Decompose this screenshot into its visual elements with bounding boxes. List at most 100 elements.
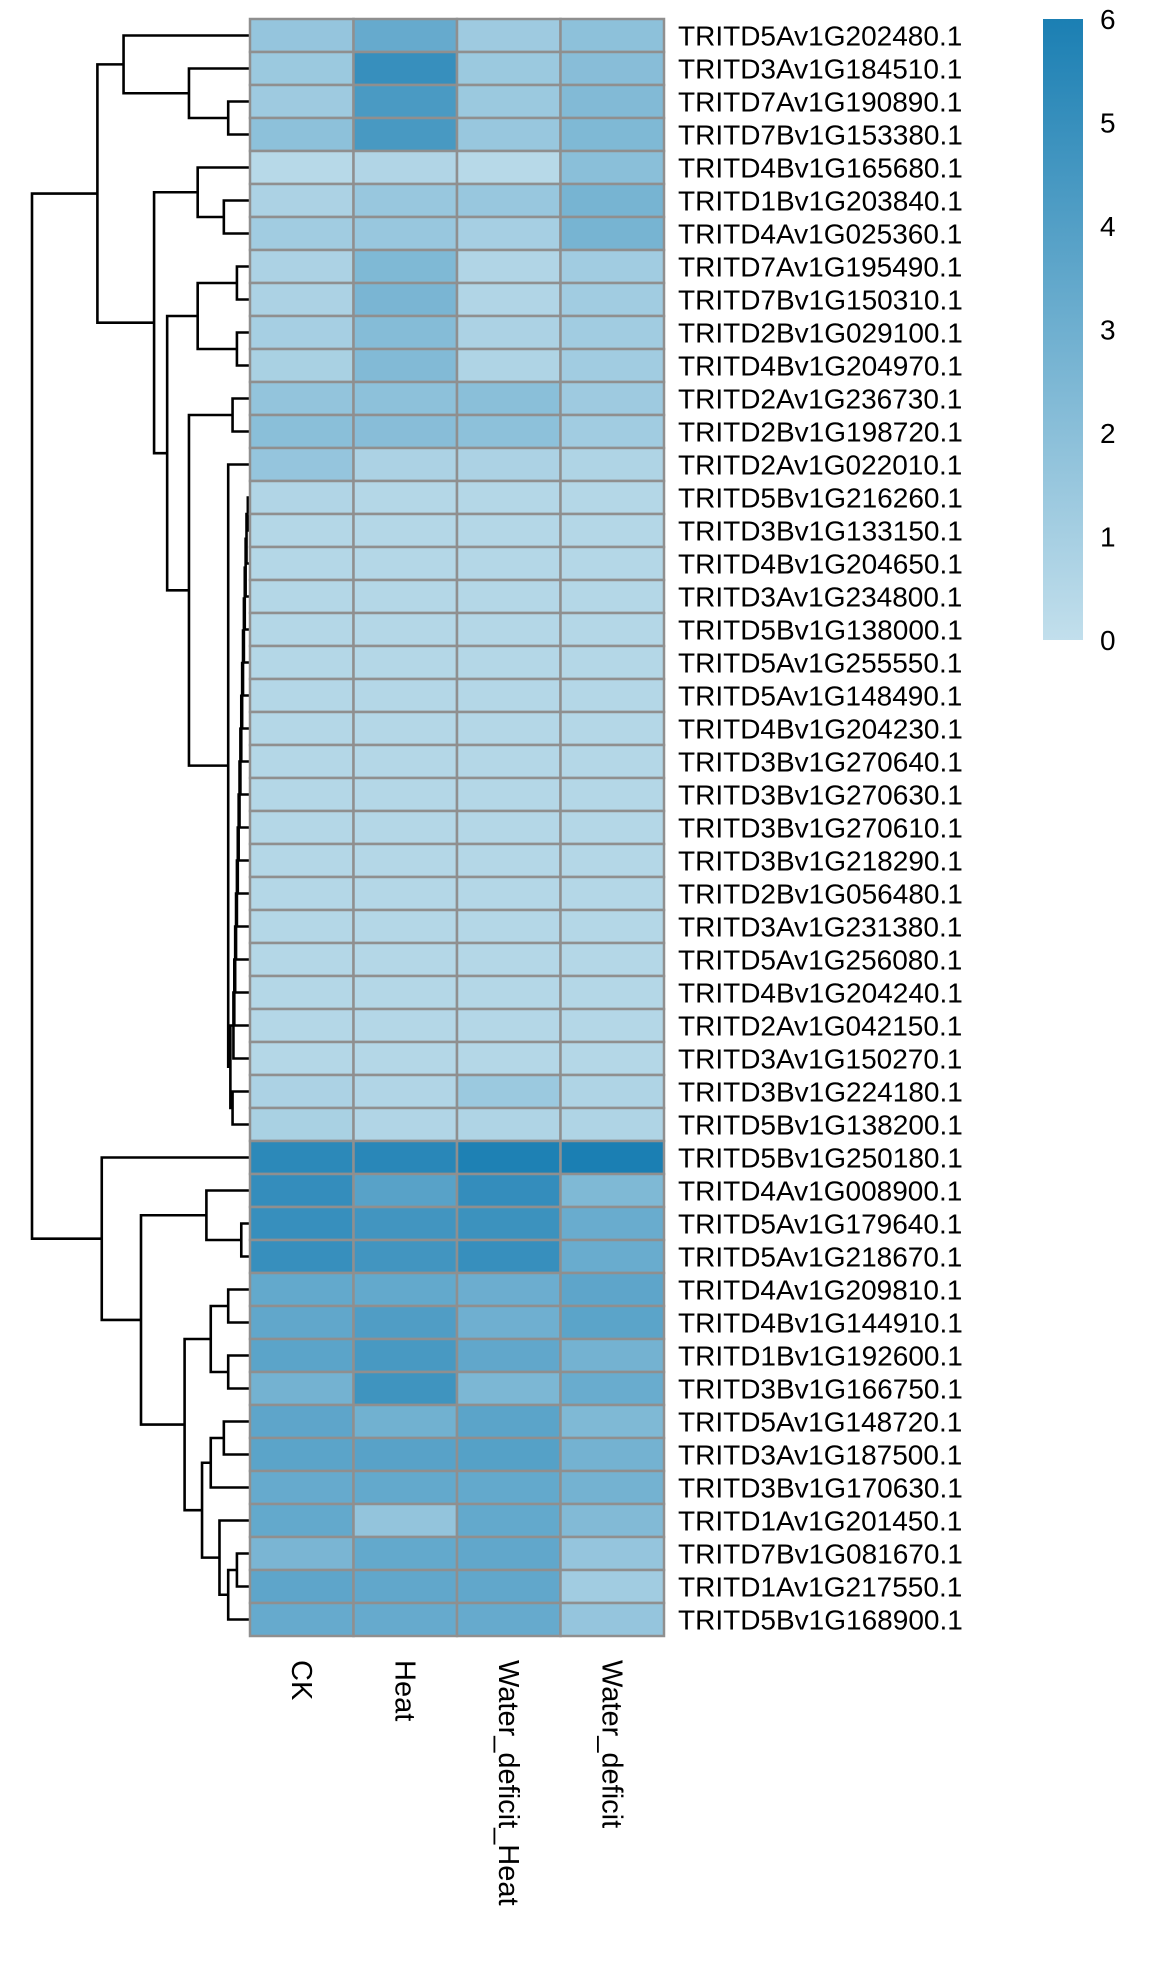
heatmap-cell [559,1535,666,1572]
heatmap-cell [455,1337,562,1374]
heatmap-cell [352,809,459,846]
heatmap-cell [559,611,666,648]
heatmap-cell [352,1469,459,1506]
column-label: Heat [388,1660,420,1721]
heatmap-cell [455,875,562,912]
heatmap-cell [455,677,562,714]
heatmap-cell [559,809,666,846]
row-label: TRITD3Bv1G133150.1 [678,516,963,547]
heatmap-cell [559,116,666,153]
row-label: TRITD7Av1G195490.1 [678,252,962,283]
heatmap-cell [248,1073,355,1110]
heatmap-cell [455,1073,562,1110]
row-label: TRITD7Av1G190890.1 [678,87,962,118]
row-label: TRITD5Av1G255550.1 [678,648,962,679]
row-dendrogram [30,34,250,1621]
heatmap-cell [559,941,666,978]
heatmap-cell [248,347,355,384]
heatmap-cell [248,611,355,648]
legend-tick-label: 5 [1100,108,1116,139]
heatmap-cell [352,1304,459,1341]
heatmap-cell [352,413,459,450]
heatmap-cell [352,908,459,945]
heatmap-cell [559,314,666,351]
row-label: TRITD5Av1G179640.1 [678,1209,962,1240]
heatmap-cell [248,380,355,417]
row-label: TRITD2Bv1G029100.1 [678,318,963,349]
heatmap-cell [352,1007,459,1044]
row-label: TRITD2Av1G022010.1 [678,450,962,481]
row-label: TRITD7Bv1G081670.1 [678,1539,963,1570]
heatmap-cell [248,1568,355,1605]
heatmap-cell [248,1139,355,1176]
heatmap-cell [455,1172,562,1209]
heatmap-cell [559,1502,666,1539]
heatmap-cell [559,1337,666,1374]
heatmap-cell [352,743,459,780]
heatmap-cell [248,1040,355,1077]
heatmap-cell [248,578,355,615]
row-label: TRITD5Av1G202480.1 [678,21,962,52]
heatmap-cell [248,809,355,846]
heatmap-cell [559,1106,666,1143]
dendrogram-branch [231,397,250,433]
row-label: TRITD7Bv1G150310.1 [678,285,963,316]
legend-tick-label: 1 [1100,522,1116,553]
dendrogram-branch [30,192,102,1241]
heatmap-cell [559,1370,666,1407]
heatmap-cell [352,248,459,285]
heatmap-cell [455,1304,562,1341]
heatmap-cell [248,941,355,978]
heatmap-cell [559,380,666,417]
heatmap-cell [455,578,562,615]
dendrogram-branch [218,1519,250,1597]
heatmap-cell [455,50,562,87]
heatmap-cell [352,83,459,120]
heatmap-cell [455,512,562,549]
row-label: TRITD5Bv1G138200.1 [678,1110,963,1141]
heatmap-cell [352,1535,459,1572]
heatmap-cell [455,842,562,879]
dendrogram-branch [235,331,250,367]
row-label: TRITD3Bv1G270630.1 [678,780,963,811]
row-label: TRITD5Av1G218670.1 [678,1242,962,1273]
heatmap-cell [248,974,355,1011]
row-label: TRITD3Bv1G270640.1 [678,747,963,778]
heatmap-cell [455,1469,562,1506]
heatmap-cell [352,710,459,747]
heatmap-cell [352,116,459,153]
heatmap-cell [248,1601,355,1638]
heatmap-cell [455,1271,562,1308]
row-label: TRITD3Bv1G170630.1 [678,1473,963,1504]
row-label: TRITD5Bv1G216260.1 [678,483,963,514]
heatmap-cell [248,83,355,120]
dendrogram-branch [183,1337,211,1512]
heatmap-cell [352,182,459,219]
heatmap-cell [559,842,666,879]
heatmap-cell [455,1370,562,1407]
dendrogram-branch [205,1189,250,1242]
legend-tick-label: 3 [1100,315,1116,346]
heatmap-cell [455,1040,562,1077]
heatmap-cell [455,1106,562,1143]
heatmap-cell [455,974,562,1011]
heatmap-cell [248,512,355,549]
row-label: TRITD1Av1G217550.1 [678,1572,962,1603]
heatmap-cell [455,1238,562,1275]
heatmap-cell [352,347,459,384]
heatmap-cell [352,314,459,351]
dendrogram-branch [226,100,250,136]
heatmap-cell [248,1007,355,1044]
heatmap-cell [559,17,666,54]
heatmap-cell [248,1502,355,1539]
dendrogram-branch [139,1213,207,1426]
heatmap-cell [455,446,562,483]
heatmap-cell [559,1139,666,1176]
dendrogram-branch [165,314,198,592]
row-label: TRITD3Av1G187500.1 [678,1440,962,1471]
heatmap-cell [455,1403,562,1440]
heatmap-cell [559,1304,666,1341]
row-label: TRITD5Av1G148720.1 [678,1407,962,1438]
row-label: TRITD3Bv1G166750.1 [678,1374,963,1405]
column-label: Water_deficit_Heat [492,1660,524,1906]
